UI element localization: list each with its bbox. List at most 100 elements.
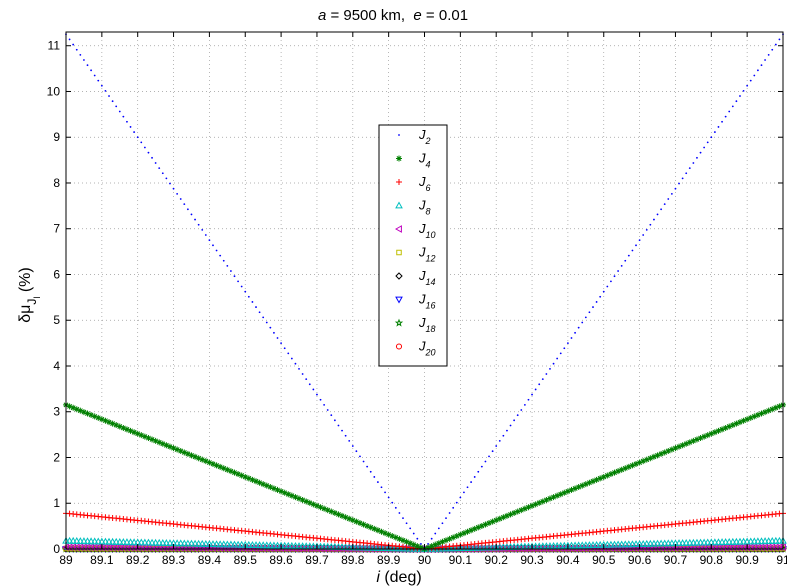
data-point xyxy=(525,504,532,511)
data-point xyxy=(88,411,95,418)
y-axis-label-main: δμ xyxy=(17,305,34,323)
data-point xyxy=(683,440,690,447)
data-point xyxy=(388,544,397,552)
data-point xyxy=(380,486,383,489)
data-point xyxy=(453,533,460,540)
data-point xyxy=(116,423,123,430)
series-J2 xyxy=(65,33,784,550)
data-point xyxy=(130,538,138,546)
data-point xyxy=(191,539,199,547)
data-point xyxy=(363,543,371,551)
legend-marker xyxy=(395,201,403,209)
data-point xyxy=(147,151,150,154)
data-point xyxy=(299,496,306,503)
data-point xyxy=(489,518,496,525)
data-point xyxy=(352,543,361,551)
data-point xyxy=(161,172,164,175)
data-point xyxy=(441,522,444,525)
data-point xyxy=(550,494,557,501)
data-point xyxy=(288,541,296,549)
data-point xyxy=(758,410,765,417)
data-point xyxy=(674,187,677,190)
data-point xyxy=(593,476,600,483)
data-point xyxy=(603,544,611,552)
data-point xyxy=(581,321,584,324)
data-point xyxy=(412,532,415,535)
data-point xyxy=(187,539,196,547)
data-point xyxy=(284,541,293,549)
data-point xyxy=(599,295,602,298)
data-point xyxy=(188,452,195,459)
data-point xyxy=(523,403,526,406)
data-point xyxy=(169,182,171,185)
data-point xyxy=(201,228,204,231)
legend-marker xyxy=(395,296,403,304)
data-point xyxy=(166,539,174,547)
title-e-text: = 0.01 xyxy=(422,7,468,24)
data-point xyxy=(75,48,78,51)
data-point xyxy=(131,429,138,436)
legend-label: J10 xyxy=(418,221,436,240)
data-point xyxy=(141,433,148,440)
data-point xyxy=(653,218,655,221)
data-point xyxy=(262,541,271,549)
data-point xyxy=(460,530,467,537)
data-point xyxy=(177,447,184,454)
x-tick-label: 90.7 xyxy=(664,553,688,567)
data-point xyxy=(144,538,153,546)
data-point xyxy=(475,524,482,531)
data-point xyxy=(457,531,464,538)
data-point xyxy=(184,450,191,457)
data-point xyxy=(259,541,268,549)
data-point xyxy=(115,537,124,545)
data-point xyxy=(701,433,708,440)
data-point xyxy=(129,126,132,128)
data-point xyxy=(663,203,666,206)
data-point xyxy=(273,541,282,549)
legend-marker xyxy=(395,272,403,280)
data-point xyxy=(270,485,277,492)
title-a-symbol: a xyxy=(318,7,326,24)
data-point xyxy=(532,501,539,508)
data-point xyxy=(308,383,311,386)
x-tick-label: 89.4 xyxy=(198,553,222,567)
data-point xyxy=(190,213,193,216)
data-point xyxy=(313,502,320,509)
data-point xyxy=(620,265,623,267)
data-point xyxy=(610,280,612,283)
data-point xyxy=(661,449,668,456)
data-point xyxy=(251,544,259,552)
data-point xyxy=(208,239,211,242)
data-point xyxy=(554,492,561,499)
data-point xyxy=(645,228,648,231)
data-point xyxy=(165,177,168,180)
data-point xyxy=(106,419,113,426)
data-point xyxy=(484,460,487,463)
legend-item-J18: J18 xyxy=(394,315,436,334)
data-point xyxy=(622,465,629,472)
legend-item-J10: J10 xyxy=(394,221,436,240)
data-point xyxy=(111,100,114,103)
data-point xyxy=(186,208,189,211)
data-point xyxy=(219,254,222,257)
data-point xyxy=(392,534,399,541)
data-point xyxy=(176,539,185,547)
data-point xyxy=(240,285,243,288)
y-axis-label: δμJl (%) xyxy=(17,267,42,322)
data-point xyxy=(109,420,116,427)
legend-item-J6: J6 xyxy=(396,174,431,193)
data-point xyxy=(192,453,199,460)
data-point xyxy=(152,437,159,444)
x-tick-label: 89.1 xyxy=(90,553,114,567)
data-point xyxy=(87,537,95,545)
data-point xyxy=(290,357,293,360)
data-point xyxy=(270,541,278,549)
data-point xyxy=(328,508,335,515)
legend-label: J2 xyxy=(418,127,431,146)
data-point xyxy=(248,544,256,552)
data-point xyxy=(613,275,616,278)
data-point xyxy=(159,440,166,447)
data-point xyxy=(342,514,349,521)
data-point xyxy=(72,43,75,46)
